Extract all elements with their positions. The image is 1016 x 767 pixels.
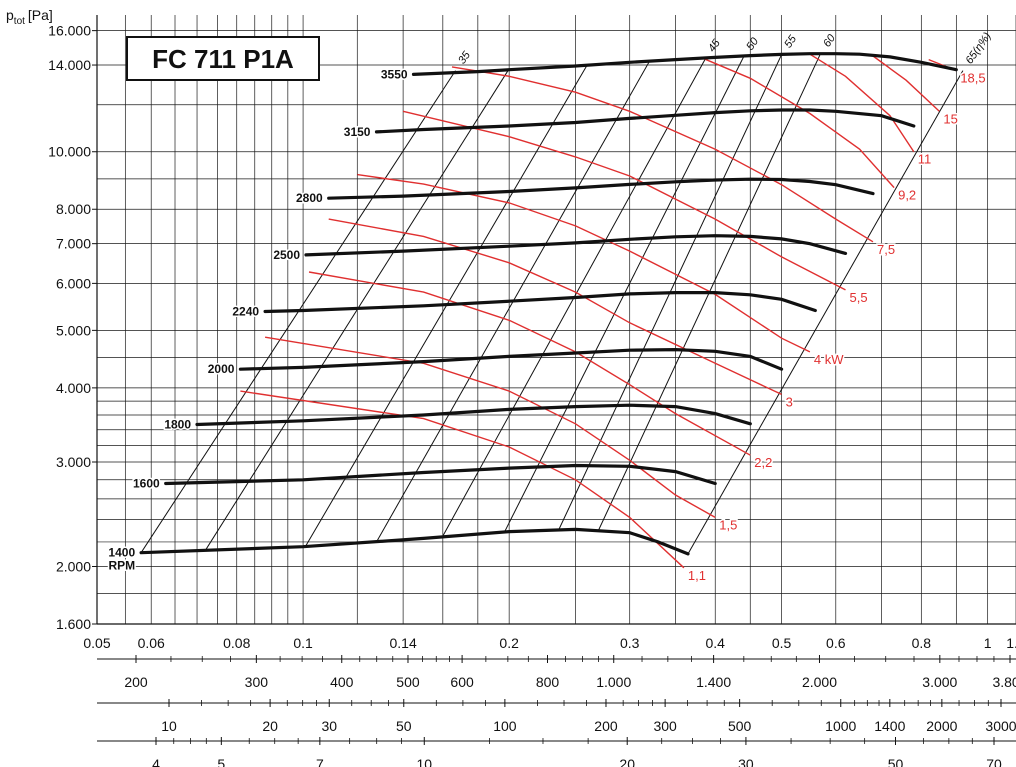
- secondary-tick-label: 50: [396, 718, 412, 734]
- secondary-tick-label: 30: [321, 718, 337, 734]
- x-tick-label: 0.2: [499, 635, 519, 651]
- secondary-tick-label: 600: [450, 674, 474, 690]
- secondary-tick-label: 200: [594, 718, 618, 734]
- rpm-label: 3550: [381, 67, 408, 81]
- x-tick-label: 0.14: [389, 635, 416, 651]
- y-tick-label: 8.000: [56, 201, 91, 217]
- secondary-tick-label: 1000: [825, 718, 856, 734]
- power-label: 1,1: [688, 568, 706, 583]
- rpm-label: 1800: [164, 418, 191, 432]
- y-axis-label-main: p: [6, 7, 14, 23]
- y-tick-label: 4.000: [56, 380, 91, 396]
- secondary-tick-label: 30: [738, 756, 754, 767]
- secondary-tick-label: 20: [262, 718, 278, 734]
- secondary-tick-label: 4: [152, 756, 160, 767]
- secondary-tick-label: 100: [493, 718, 517, 734]
- rpm-label: 1600: [133, 476, 160, 490]
- rpm-label: 3150: [344, 125, 371, 139]
- secondary-tick-label: 5: [217, 756, 225, 767]
- y-tick-label: 16.000: [48, 23, 91, 39]
- x-tick-label: 1: [984, 635, 992, 651]
- y-tick-label: 2.000: [56, 558, 91, 574]
- y-tick-label: 14.000: [48, 57, 91, 73]
- title-box: FC 711 P1A: [127, 37, 319, 80]
- y-tick-label: 7.000: [56, 236, 91, 252]
- secondary-tick-label: 1.000: [596, 674, 631, 690]
- power-label: 1,5: [719, 517, 737, 532]
- x-tick-label: 1.1: [1006, 635, 1016, 651]
- secondary-tick-label: 10: [416, 756, 432, 767]
- x-tick-label: 0.4: [706, 635, 726, 651]
- power-label: 4 kW: [814, 352, 844, 367]
- power-label: 2,2: [754, 455, 772, 470]
- secondary-tick-label: 3.800: [992, 674, 1016, 690]
- x-tick-label: 0.3: [620, 635, 640, 651]
- rpm-label: 2000: [208, 362, 235, 376]
- x-tick-label: 0.5: [772, 635, 792, 651]
- y-tick-label: 10.000: [48, 144, 91, 160]
- secondary-tick-label: 3.000: [922, 674, 957, 690]
- x-tick-label: 0.06: [138, 635, 165, 651]
- secondary-tick-label: 400: [330, 674, 354, 690]
- y-tick-label: 3.000: [56, 454, 91, 470]
- secondary-tick-label: 300: [245, 674, 269, 690]
- x-tick-label: 0.05: [83, 635, 110, 651]
- secondary-tick-label: 1400: [874, 718, 905, 734]
- secondary-tick-label: 7: [316, 756, 324, 767]
- secondary-tick-label: 300: [653, 718, 677, 734]
- y-tick-label: 1.600: [56, 616, 91, 632]
- y-axis-label-unit: [Pa]: [28, 7, 53, 23]
- secondary-tick-label: 3000: [985, 718, 1016, 734]
- rpm-label: 2500: [273, 248, 300, 262]
- secondary-tick-label: 10: [161, 718, 177, 734]
- rpm-label: 1400: [108, 546, 135, 560]
- secondary-tick-label: 1.400: [696, 674, 731, 690]
- secondary-tick-label: 2000: [926, 718, 957, 734]
- secondary-tick-label: 70: [986, 756, 1002, 767]
- rpm-label: 2240: [232, 304, 259, 318]
- y-tick-label: 5.000: [56, 322, 91, 338]
- x-tick-label: 0.6: [826, 635, 846, 651]
- secondary-tick-label: 20: [619, 756, 635, 767]
- power-label: 7,5: [877, 242, 895, 257]
- power-label: 9,2: [898, 188, 916, 203]
- x-tick-label: 0.08: [223, 635, 250, 651]
- secondary-tick-label: 500: [396, 674, 420, 690]
- y-tick-label: 6.000: [56, 275, 91, 291]
- secondary-tick-label: 50: [888, 756, 904, 767]
- x-tick-label: 0.8: [912, 635, 932, 651]
- rpm-unit-label: RPM: [108, 559, 135, 573]
- power-label: 15: [943, 111, 957, 126]
- power-label: 18,5: [960, 71, 985, 86]
- power-label: 11: [918, 152, 932, 167]
- x-tick-label: 0.1: [293, 635, 313, 651]
- rpm-label: 2800: [296, 191, 323, 205]
- power-label: 5,5: [850, 290, 868, 305]
- secondary-tick-label: 500: [728, 718, 752, 734]
- secondary-tick-label: 2.000: [802, 674, 837, 690]
- chart-title: FC 711 P1A: [152, 44, 294, 74]
- secondary-tick-label: 200: [124, 674, 148, 690]
- y-axis-label-sub: tot: [14, 16, 25, 27]
- power-label: 3: [786, 394, 793, 409]
- secondary-tick-label: 800: [536, 674, 560, 690]
